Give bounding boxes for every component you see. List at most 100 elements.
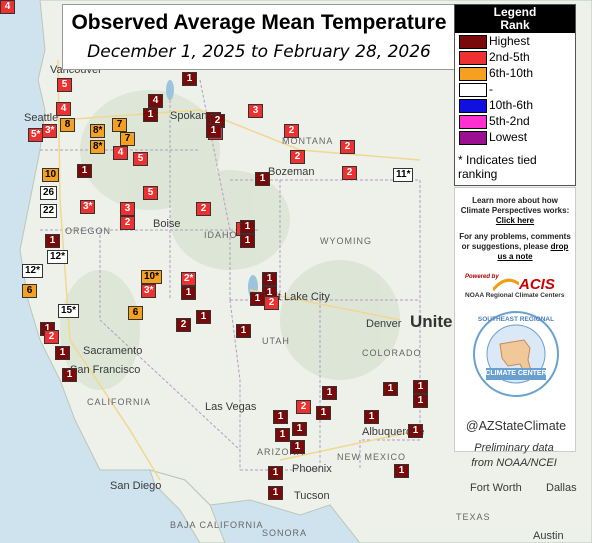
station-marker[interactable]: 1 (143, 108, 158, 122)
station-marker[interactable]: 22 (40, 204, 58, 218)
feedback-link[interactable]: drop us a note (497, 242, 569, 261)
station-marker[interactable]: 4 (56, 102, 71, 116)
station-marker[interactable]: 1 (55, 346, 70, 360)
station-marker[interactable]: 6 (22, 284, 37, 298)
station-marker[interactable]: 8* (90, 140, 106, 154)
feedback-prefix: For any problems, comments or suggestion… (459, 232, 571, 251)
state-label-idaho: IDAHO (204, 230, 238, 240)
station-marker[interactable]: 3* (80, 200, 96, 214)
station-marker[interactable]: 4 (148, 94, 163, 108)
station-marker[interactable]: 1 (181, 286, 196, 300)
state-label-texas: TEXAS (456, 512, 491, 522)
station-marker[interactable]: 4 (0, 0, 15, 14)
city-label-bozeman: Bozeman (268, 166, 315, 178)
station-marker[interactable]: 8 (60, 118, 75, 132)
station-marker[interactable]: 5 (57, 78, 72, 92)
station-marker[interactable]: 12* (22, 264, 44, 278)
station-marker[interactable]: 2 (290, 150, 305, 164)
mountain-shading (60, 90, 400, 390)
sercc-bottom-text: CLIMATE CENTER (485, 370, 547, 377)
legend-label: 5th-2nd (489, 114, 530, 128)
station-marker[interactable]: 1 (240, 234, 255, 248)
legend-heading: Legend Rank (455, 5, 575, 33)
city-label-dallas: Dallas (546, 482, 577, 494)
station-marker[interactable]: 7 (120, 132, 135, 146)
station-marker[interactable]: 4 (113, 146, 128, 160)
station-marker[interactable]: 1 (240, 220, 255, 234)
station-marker[interactable]: 2 (44, 330, 59, 344)
info-panel: Learn more about how Climate Perspective… (454, 187, 576, 452)
powered-by-text: Powered by (465, 274, 499, 280)
station-marker[interactable]: 3 (248, 104, 263, 118)
legend-swatch (459, 67, 487, 81)
station-marker[interactable]: 1 (262, 272, 277, 286)
station-marker[interactable]: 10* (141, 270, 163, 284)
legend-swatch (459, 83, 487, 97)
state-label-utah: UTAH (262, 336, 290, 346)
station-marker[interactable]: 1 (394, 464, 409, 478)
city-label-san-diego: San Diego (110, 480, 162, 492)
legend-swatch (459, 131, 487, 145)
station-marker[interactable]: 1 (268, 466, 283, 480)
legend-item-10th-6th: 10th-6th (455, 97, 575, 113)
station-marker[interactable]: 2 (120, 216, 135, 230)
station-marker[interactable]: 1 (182, 72, 197, 86)
state-label-oregon: OREGON (65, 226, 112, 236)
legend-swatch (459, 51, 487, 65)
station-marker[interactable]: 1 (268, 486, 283, 500)
map-title: Observed Average Mean Temperature (71, 11, 447, 34)
city-label-boise: Boise (153, 218, 181, 230)
station-marker[interactable]: 1 (273, 410, 288, 424)
station-marker[interactable]: 3 (120, 202, 135, 216)
station-marker[interactable]: 2 (340, 140, 355, 154)
station-marker[interactable]: 15* (58, 304, 80, 318)
station-marker[interactable]: 8* (90, 124, 106, 138)
station-marker[interactable]: 2* (181, 272, 197, 286)
learn-more-prefix: Learn more about how Climate Perspective… (460, 196, 570, 215)
station-marker[interactable]: 2 (296, 400, 311, 414)
station-marker[interactable]: 1 (383, 382, 398, 396)
station-marker[interactable]: 2 (342, 166, 357, 180)
legend-item-highest: Highest (455, 33, 575, 49)
country-label-united-states: Unite (410, 312, 453, 331)
station-marker[interactable]: 1 (364, 410, 379, 424)
station-marker[interactable]: 3* (141, 284, 157, 298)
station-marker[interactable]: 1 (292, 422, 307, 436)
legend-swatch (459, 99, 487, 113)
station-marker[interactable]: 12* (47, 250, 69, 264)
station-marker[interactable]: 7 (112, 118, 127, 132)
station-marker[interactable]: 1 (45, 234, 60, 248)
station-marker[interactable]: 1 (316, 406, 331, 420)
map-subtitle: December 1, 2025 to February 28, 2026 (87, 42, 431, 62)
station-marker[interactable]: 5 (143, 186, 158, 200)
station-marker[interactable]: 2 (196, 202, 211, 216)
station-marker[interactable]: 6 (128, 306, 143, 320)
station-marker[interactable]: 2 (176, 318, 191, 332)
station-marker[interactable]: 11* (393, 168, 414, 182)
station-marker[interactable]: 1 (196, 310, 211, 324)
station-marker[interactable]: 3* (42, 124, 58, 138)
station-marker[interactable]: 5 (133, 152, 148, 166)
city-label-sacramento: Sacramento (83, 345, 143, 357)
station-marker[interactable]: 1 (408, 424, 423, 438)
city-label-tucson: Tucson (294, 490, 330, 502)
station-marker[interactable]: 2 (284, 124, 299, 138)
station-marker[interactable]: 1 (322, 386, 337, 400)
station-marker[interactable]: 1 (255, 172, 270, 186)
station-marker[interactable]: 10 (42, 168, 60, 182)
station-marker[interactable]: 1 (77, 164, 92, 178)
station-marker[interactable]: 1 (236, 324, 251, 338)
station-marker[interactable]: 1 (290, 440, 305, 454)
preliminary-line2: from NOAA/NCEI (471, 457, 557, 469)
station-marker[interactable]: 1 (250, 292, 265, 306)
learn-more-link[interactable]: Click here (495, 216, 535, 225)
legend-item-lowest: Lowest (455, 129, 575, 145)
station-marker[interactable]: 1 (62, 368, 77, 382)
city-label-denver: Denver (366, 318, 402, 330)
station-marker[interactable]: 1 (275, 428, 290, 442)
station-marker[interactable]: 1 (413, 380, 428, 394)
station-marker[interactable]: 26 (40, 186, 58, 200)
station-marker[interactable]: 2 (264, 296, 279, 310)
station-marker[interactable]: 1 (206, 124, 221, 138)
station-marker[interactable]: 1 (413, 394, 428, 408)
